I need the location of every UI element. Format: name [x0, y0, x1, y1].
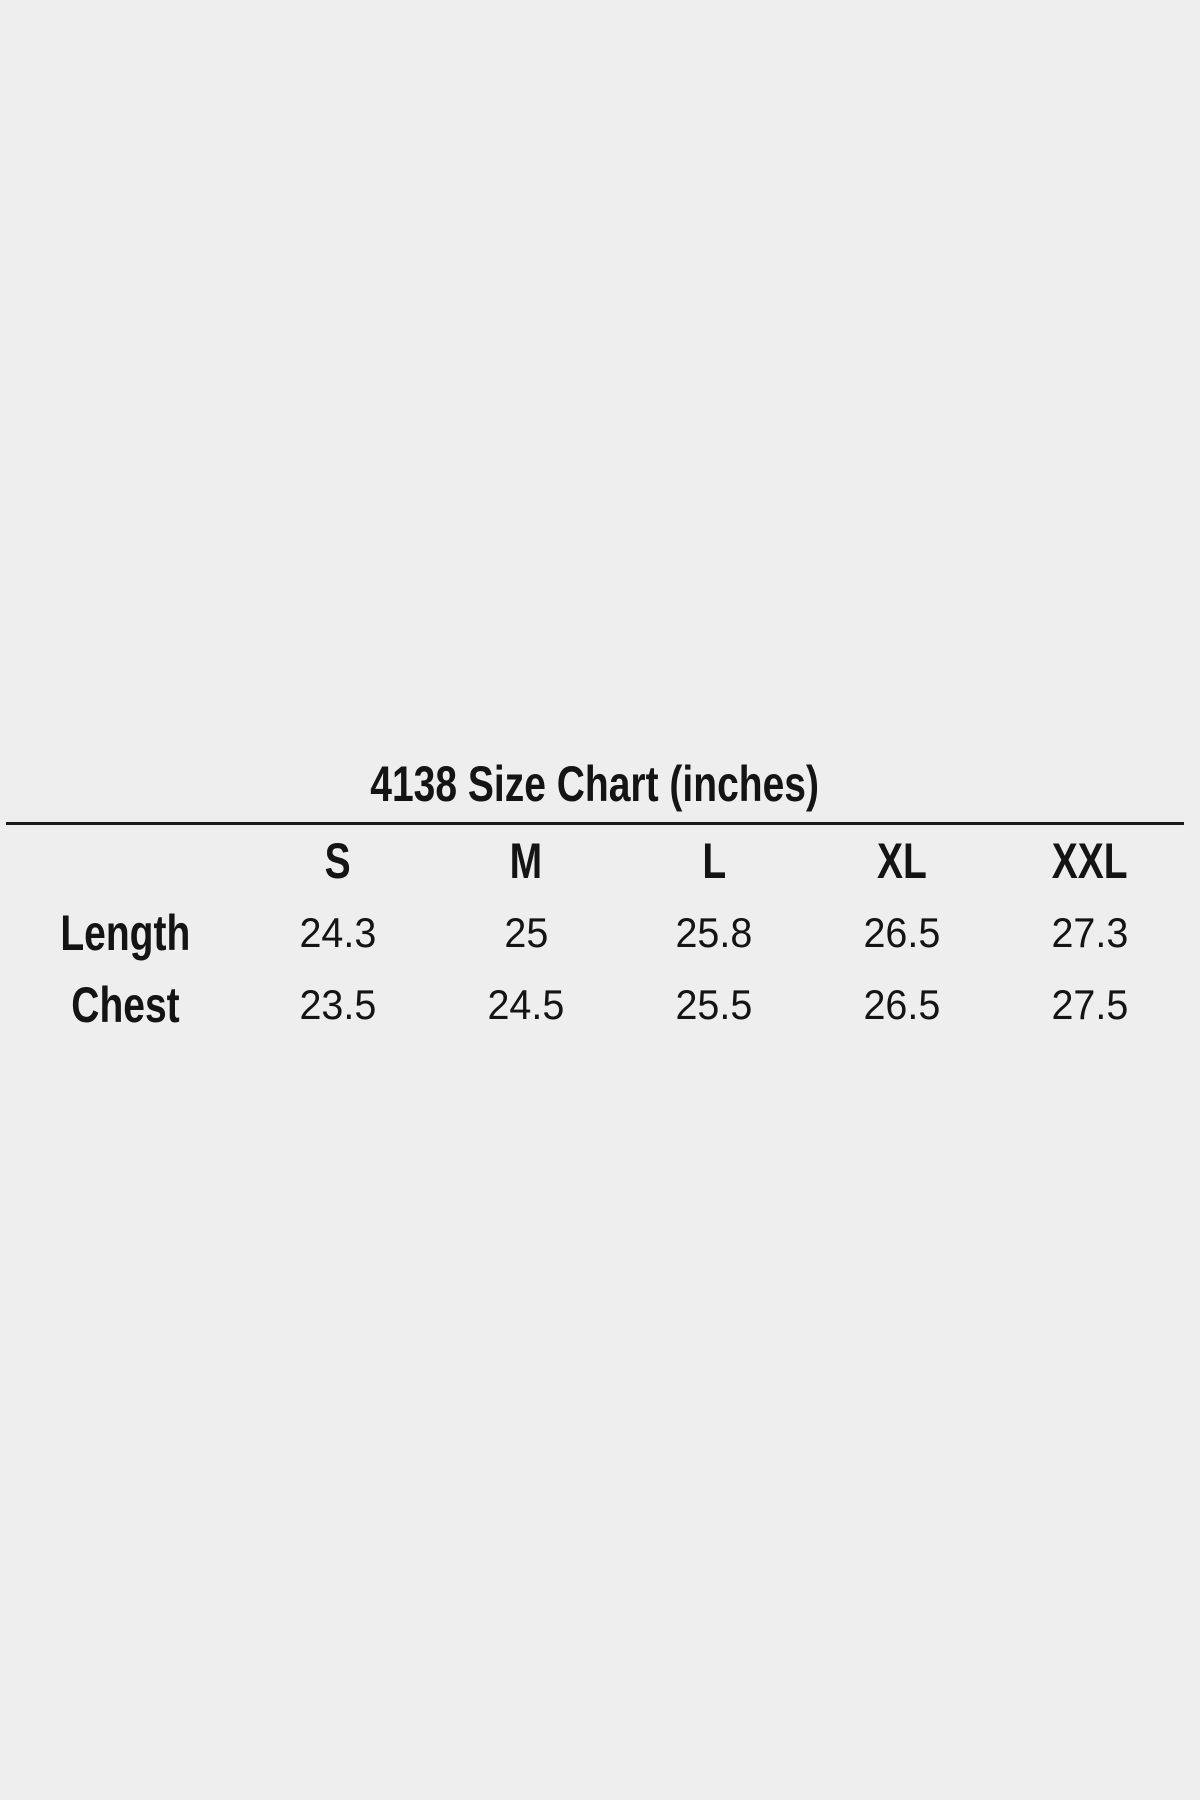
cell-length-xl: 26.5: [863, 909, 941, 956]
header-cell-xl: XL: [877, 833, 927, 889]
cell-length-s: 24.3: [299, 909, 377, 956]
cell-chest-xl: 26.5: [863, 981, 941, 1028]
size-chart: 4138 Size Chart (inches) S M L XL XXL: [6, 750, 1184, 1041]
cell-chest-m: 24.5: [487, 981, 565, 1028]
cell-chest-xxl: 27.5: [1051, 981, 1129, 1028]
header-cell-xxl: XXL: [1052, 833, 1128, 889]
chart-title-text: 4138 Size Chart (inches): [370, 756, 820, 812]
title-divider-line: [6, 822, 1184, 825]
table-row-chest: Chest 23.5 24.5 25.5 26.5 27.5: [6, 969, 1184, 1041]
header-cell-empty: [6, 825, 244, 897]
cell-length-xxl: 27.3: [1051, 909, 1129, 956]
header-cell-l: L: [702, 833, 726, 889]
cell-chest-s: 23.5: [299, 981, 377, 1028]
header-cell-s: S: [324, 833, 351, 889]
row-label-length: Length: [59, 905, 190, 961]
size-header-row: S M L XL XXL: [6, 825, 1184, 897]
size-table: S M L XL XXL Length 24.3 25 25.8 26.5 27…: [6, 825, 1184, 1041]
cell-length-l: 25.8: [675, 909, 753, 956]
row-label-chest: Chest: [70, 977, 180, 1033]
table-row-length: Length 24.3 25 25.8 26.5 27.3: [6, 897, 1184, 969]
header-cell-m: M: [509, 833, 543, 889]
cell-chest-l: 25.5: [675, 981, 753, 1028]
cell-length-m: 25: [503, 909, 548, 956]
chart-title: 4138 Size Chart (inches): [6, 750, 1184, 818]
